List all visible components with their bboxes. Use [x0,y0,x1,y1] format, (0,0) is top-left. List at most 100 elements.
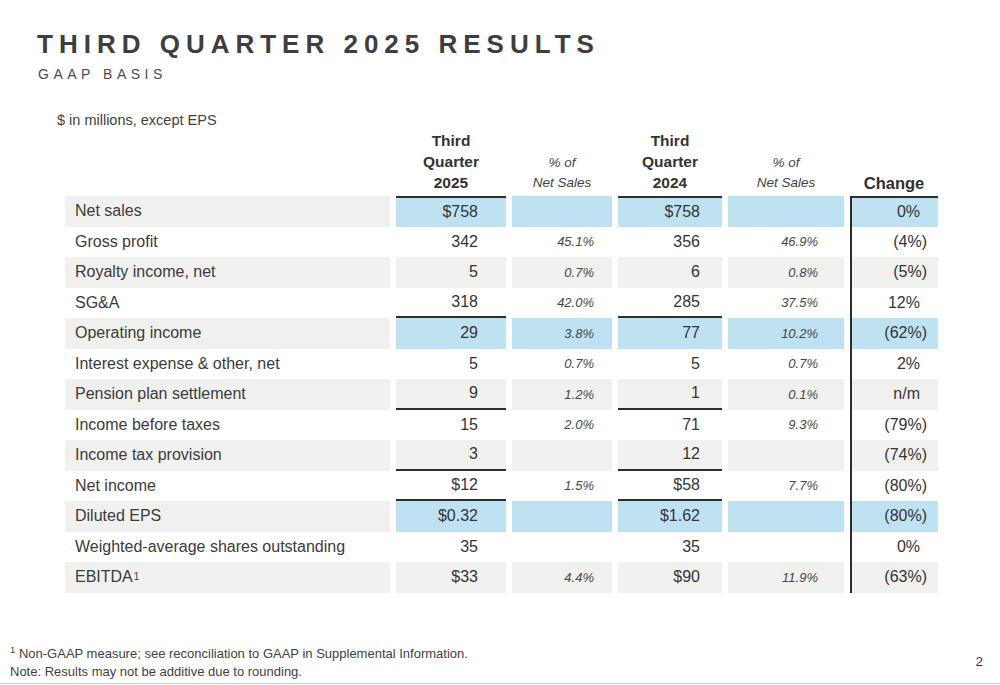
cell-pct-net-sales-2024: 0.1% [728,379,844,410]
cell-change: (4%) [850,227,938,258]
units-note: $ in millions, except EPS [57,112,217,128]
cell-q3-2024: $90 [618,562,722,593]
table-body: Net sales$758$7580%Gross profit34245.1%3… [65,196,938,593]
cell-label: Royalty income, net [65,257,390,288]
cell-pct-net-sales-2025 [512,501,612,532]
cell-pct-net-sales-2025: 0.7% [512,349,612,380]
cell-q3-2025: 318 [396,288,506,319]
cell-change: 2% [850,349,938,380]
cell-label: Gross profit [65,227,390,258]
cell-pct-net-sales-2024 [728,196,844,227]
cell-change: (62%) [850,318,938,349]
cell-pct-net-sales-2025: 42.0% [512,288,612,319]
cell-label: Weighted-average shares outstanding [65,532,390,563]
cell-pct-net-sales-2024: 0.7% [728,349,844,380]
cell-q3-2024: 71 [618,410,722,441]
cell-pct-net-sales-2024: 37.5% [728,288,844,319]
cell-pct-net-sales-2024: 7.7% [728,471,844,502]
cell-change: 0% [850,196,938,227]
cell-label: Diluted EPS [65,501,390,532]
cell-q3-2024: $1.62 [618,501,722,532]
cell-q3-2024: $758 [618,196,722,227]
footnote: 1 Non-GAAP measure; see reconciliation t… [10,641,468,663]
header-cell-change: Change [850,174,938,196]
table-row: Weighted-average shares outstanding35350… [65,532,938,563]
cell-label: Pension plan settlement [65,379,390,410]
cell-change: (74%) [850,440,938,471]
cell-q3-2025: 29 [396,318,506,349]
cell-pct-net-sales-2024 [728,440,844,471]
cell-q3-2024: $58 [618,471,722,502]
cell-label: SG&A [65,288,390,319]
cell-change: 0% [850,532,938,563]
table-row: Pension plan settlement91.2%10.1%n/m [65,379,938,410]
cell-q3-2024: 1 [618,379,722,410]
cell-pct-net-sales-2024: 10.2% [728,318,844,349]
cell-q3-2025: 15 [396,410,506,441]
cell-pct-net-sales-2025: 0.7% [512,257,612,288]
cell-pct-net-sales-2024: 9.3% [728,410,844,441]
cell-change: 12% [850,288,938,319]
cell-pct-net-sales-2025: 1.5% [512,471,612,502]
table-row: Net sales$758$7580% [65,196,938,227]
table-row: Income tax provision3 12 (74%) [65,440,938,471]
cell-q3-2024: 12 [618,440,722,471]
table-row: EBITDA1$334.4%$9011.9%(63%) [65,562,938,593]
page-title: THIRD QUARTER 2025 RESULTS [37,29,600,60]
footnotes: 1 Non-GAAP measure; see reconciliation t… [10,641,468,681]
cell-q3-2025: $12 [396,471,506,502]
header-cell-pct-net-sales-2025: % of Net Sales [512,153,612,196]
cell-q3-2024: 6 [618,257,722,288]
cell-q3-2025: 35 [396,532,506,563]
cell-q3-2025: $758 [396,196,506,227]
cell-pct-net-sales-2025: 45.1% [512,227,612,258]
rounding-note: Note: Results may not be additive due to… [10,663,468,681]
page-subtitle: GAAP BASIS [38,66,167,82]
cell-change: n/m [850,379,938,410]
table-row: SG&A31842.0%28537.5%12% [65,288,938,319]
footnote-marker: 1 [10,644,15,655]
cell-label: Income before taxes [65,410,390,441]
table-row: Net income$121.5%$587.7%(80%) [65,471,938,502]
cell-pct-net-sales-2024 [728,501,844,532]
cell-label: Interest expense & other, net [65,349,390,380]
cell-q3-2025: 5 [396,349,506,380]
cell-pct-net-sales-2025 [512,440,612,471]
cell-pct-net-sales-2025: 4.4% [512,562,612,593]
cell-pct-net-sales-2024: 0.8% [728,257,844,288]
table-row: Operating income293.8%7710.2%(62%) [65,318,938,349]
header-cell-pct-net-sales-2024: % of Net Sales [728,153,844,196]
cell-q3-2024: 35 [618,532,722,563]
cell-q3-2024: 356 [618,227,722,258]
footnote-text: Non-GAAP measure; see reconciliation to … [19,646,468,661]
cell-q3-2024: 5 [618,349,722,380]
cell-q3-2025: 9 [396,379,506,410]
cell-q3-2024: 285 [618,288,722,319]
cell-pct-net-sales-2024 [728,532,844,563]
cell-q3-2025: 3 [396,440,506,471]
cell-change: (63%) [850,562,938,593]
cell-q3-2025: $33 [396,562,506,593]
cell-pct-net-sales-2025: 1.2% [512,379,612,410]
cell-change: (80%) [850,471,938,502]
table-row: Diluted EPS$0.32 $1.62 (80%) [65,501,938,532]
table-row: Income before taxes152.0%719.3%(79%) [65,410,938,441]
cell-change: (5%) [850,257,938,288]
bottom-rule [0,683,1000,684]
cell-label: Net income [65,471,390,502]
cell-change: (79%) [850,410,938,441]
cell-label: Income tax provision [65,440,390,471]
table-row: Royalty income, net50.7%60.8%(5%) [65,257,938,288]
table-row: Gross profit34245.1%35646.9%(4%) [65,227,938,258]
cell-label: Operating income [65,318,390,349]
page-number: 2 [975,654,983,669]
table-row: Interest expense & other, net50.7%50.7%2… [65,349,938,380]
cell-pct-net-sales-2024: 46.9% [728,227,844,258]
cell-q3-2024: 77 [618,318,722,349]
cell-pct-net-sales-2024: 11.9% [728,562,844,593]
cell-q3-2025: $0.32 [396,501,506,532]
header-cell-q3-2024: Third Quarter 2024 [618,130,722,196]
cell-change: (80%) [850,501,938,532]
cell-label: EBITDA1 [65,562,390,593]
cell-label: Net sales [65,196,390,227]
